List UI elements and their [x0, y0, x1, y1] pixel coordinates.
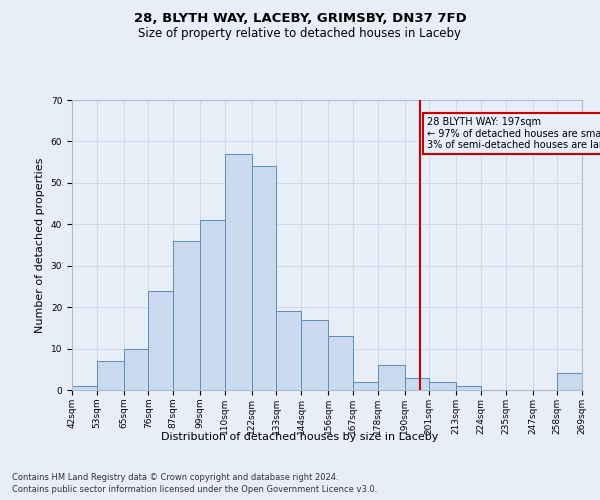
Bar — [200, 220, 225, 390]
Bar — [404, 378, 429, 390]
Bar — [377, 365, 404, 390]
Text: 28, BLYTH WAY, LACEBY, GRIMSBY, DN37 7FD: 28, BLYTH WAY, LACEBY, GRIMSBY, DN37 7FD — [134, 12, 466, 26]
Bar — [277, 312, 301, 390]
Bar — [353, 382, 377, 390]
Bar — [72, 386, 97, 390]
Text: Contains HM Land Registry data © Crown copyright and database right 2024.: Contains HM Land Registry data © Crown c… — [12, 472, 338, 482]
Bar — [173, 241, 200, 390]
Text: Contains public sector information licensed under the Open Government Licence v3: Contains public sector information licen… — [12, 485, 377, 494]
Bar — [456, 386, 481, 390]
Bar — [225, 154, 252, 390]
Text: Distribution of detached houses by size in Laceby: Distribution of detached houses by size … — [161, 432, 439, 442]
Y-axis label: Number of detached properties: Number of detached properties — [35, 158, 45, 332]
Bar — [124, 348, 148, 390]
Bar — [148, 290, 173, 390]
Text: Size of property relative to detached houses in Laceby: Size of property relative to detached ho… — [139, 28, 461, 40]
Bar — [328, 336, 353, 390]
Bar — [97, 361, 124, 390]
Bar — [301, 320, 328, 390]
Bar — [557, 374, 582, 390]
Bar — [429, 382, 456, 390]
Bar — [252, 166, 277, 390]
Text: 28 BLYTH WAY: 197sqm
← 97% of detached houses are smaller (287)
3% of semi-detac: 28 BLYTH WAY: 197sqm ← 97% of detached h… — [427, 116, 600, 150]
